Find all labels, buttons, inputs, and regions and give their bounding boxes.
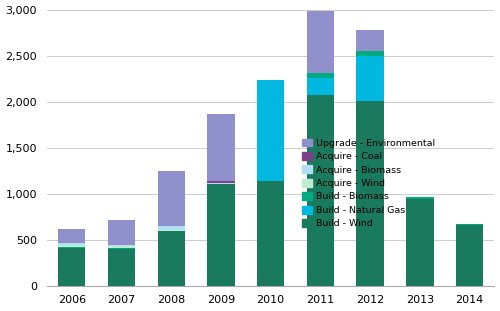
Bar [306,78,334,95]
Bar [356,30,384,51]
Bar [257,181,284,286]
Bar [108,249,135,286]
Bar [456,224,483,225]
Bar [306,95,334,286]
Bar [456,225,483,286]
Bar [208,184,234,286]
Bar [58,247,86,248]
Bar [108,248,135,249]
Bar [108,246,135,248]
Bar [406,197,433,199]
Bar [158,230,185,231]
Bar [58,245,86,247]
Bar [356,56,384,101]
Bar [158,171,185,226]
Bar [257,81,284,181]
Bar [356,51,384,56]
Bar [108,245,135,246]
Bar [208,183,234,184]
Bar [158,231,185,286]
Bar [158,226,185,230]
Bar [306,73,334,78]
Bar [356,101,384,286]
Bar [406,199,433,286]
Bar [208,114,234,181]
Bar [58,248,86,286]
Legend: Upgrade - Environmental, Acquire - Coal, Acquire - Biomass, Acquire - Wind, Buil: Upgrade - Environmental, Acquire - Coal,… [302,139,436,228]
Bar [208,181,234,183]
Bar [108,220,135,245]
Bar [306,12,334,73]
Bar [58,229,86,243]
Bar [58,243,86,245]
